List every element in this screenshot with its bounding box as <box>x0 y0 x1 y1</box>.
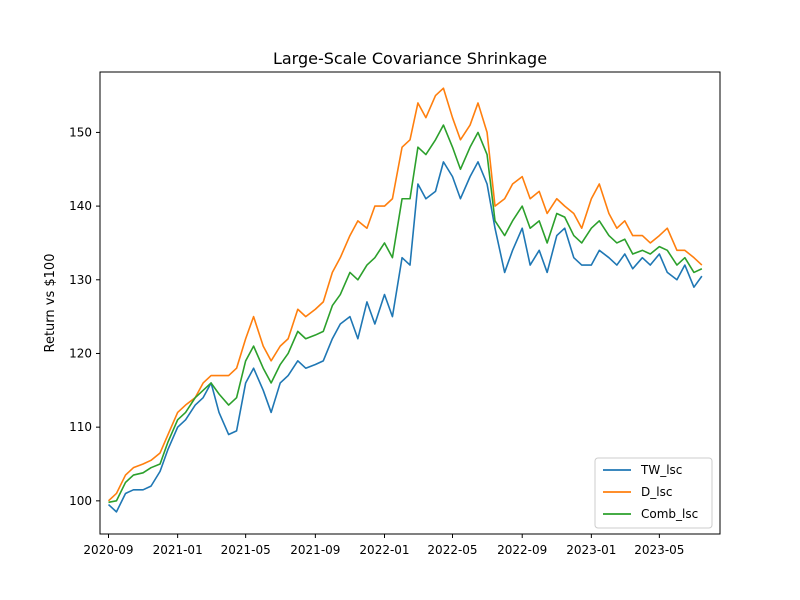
y-tick-label: 120 <box>69 346 92 360</box>
x-tick-label: 2023-01 <box>566 543 616 557</box>
series-line-D_lsc <box>107 87 703 502</box>
y-tick-label: 110 <box>69 420 92 434</box>
chart-title: Large-Scale Covariance Shrinkage <box>273 49 547 68</box>
x-tick-label: 2022-09 <box>497 543 547 557</box>
x-tick-label: 2023-05 <box>634 543 684 557</box>
x-tick-label: 2022-05 <box>427 543 477 557</box>
legend-box <box>594 457 713 529</box>
series-line-TW_lsc <box>107 161 703 513</box>
x-tick-label: 2021-01 <box>153 543 203 557</box>
series-line-Comb_lsc <box>108 124 703 504</box>
x-tick-label: 2020-09 <box>83 543 133 557</box>
y-tick-label: 100 <box>69 494 92 508</box>
y-tick-label: 130 <box>69 273 92 287</box>
legend-label-TW_lsc: TW_lsc <box>640 463 682 477</box>
x-tick-label: 2021-05 <box>221 543 271 557</box>
plot-frame <box>99 71 721 535</box>
legend-label-D_lsc: D_lsc <box>641 485 672 499</box>
axis-ticks: 2020-09 2021-01 2021-05 2021-09 2022-01 2022-… <box>69 125 684 557</box>
y-axis-label: Return vs $100 <box>43 254 58 353</box>
legend: TW_lsc D_lsc Comb_lsc <box>594 457 713 529</box>
y-tick-label: 140 <box>69 199 92 213</box>
y-tick-label: 150 <box>69 125 92 139</box>
x-tick-label: 2022-01 <box>359 543 409 557</box>
legend-label-Comb_lsc: Comb_lsc <box>641 507 698 521</box>
plot-area <box>107 87 703 513</box>
x-tick-label: 2021-09 <box>290 543 340 557</box>
